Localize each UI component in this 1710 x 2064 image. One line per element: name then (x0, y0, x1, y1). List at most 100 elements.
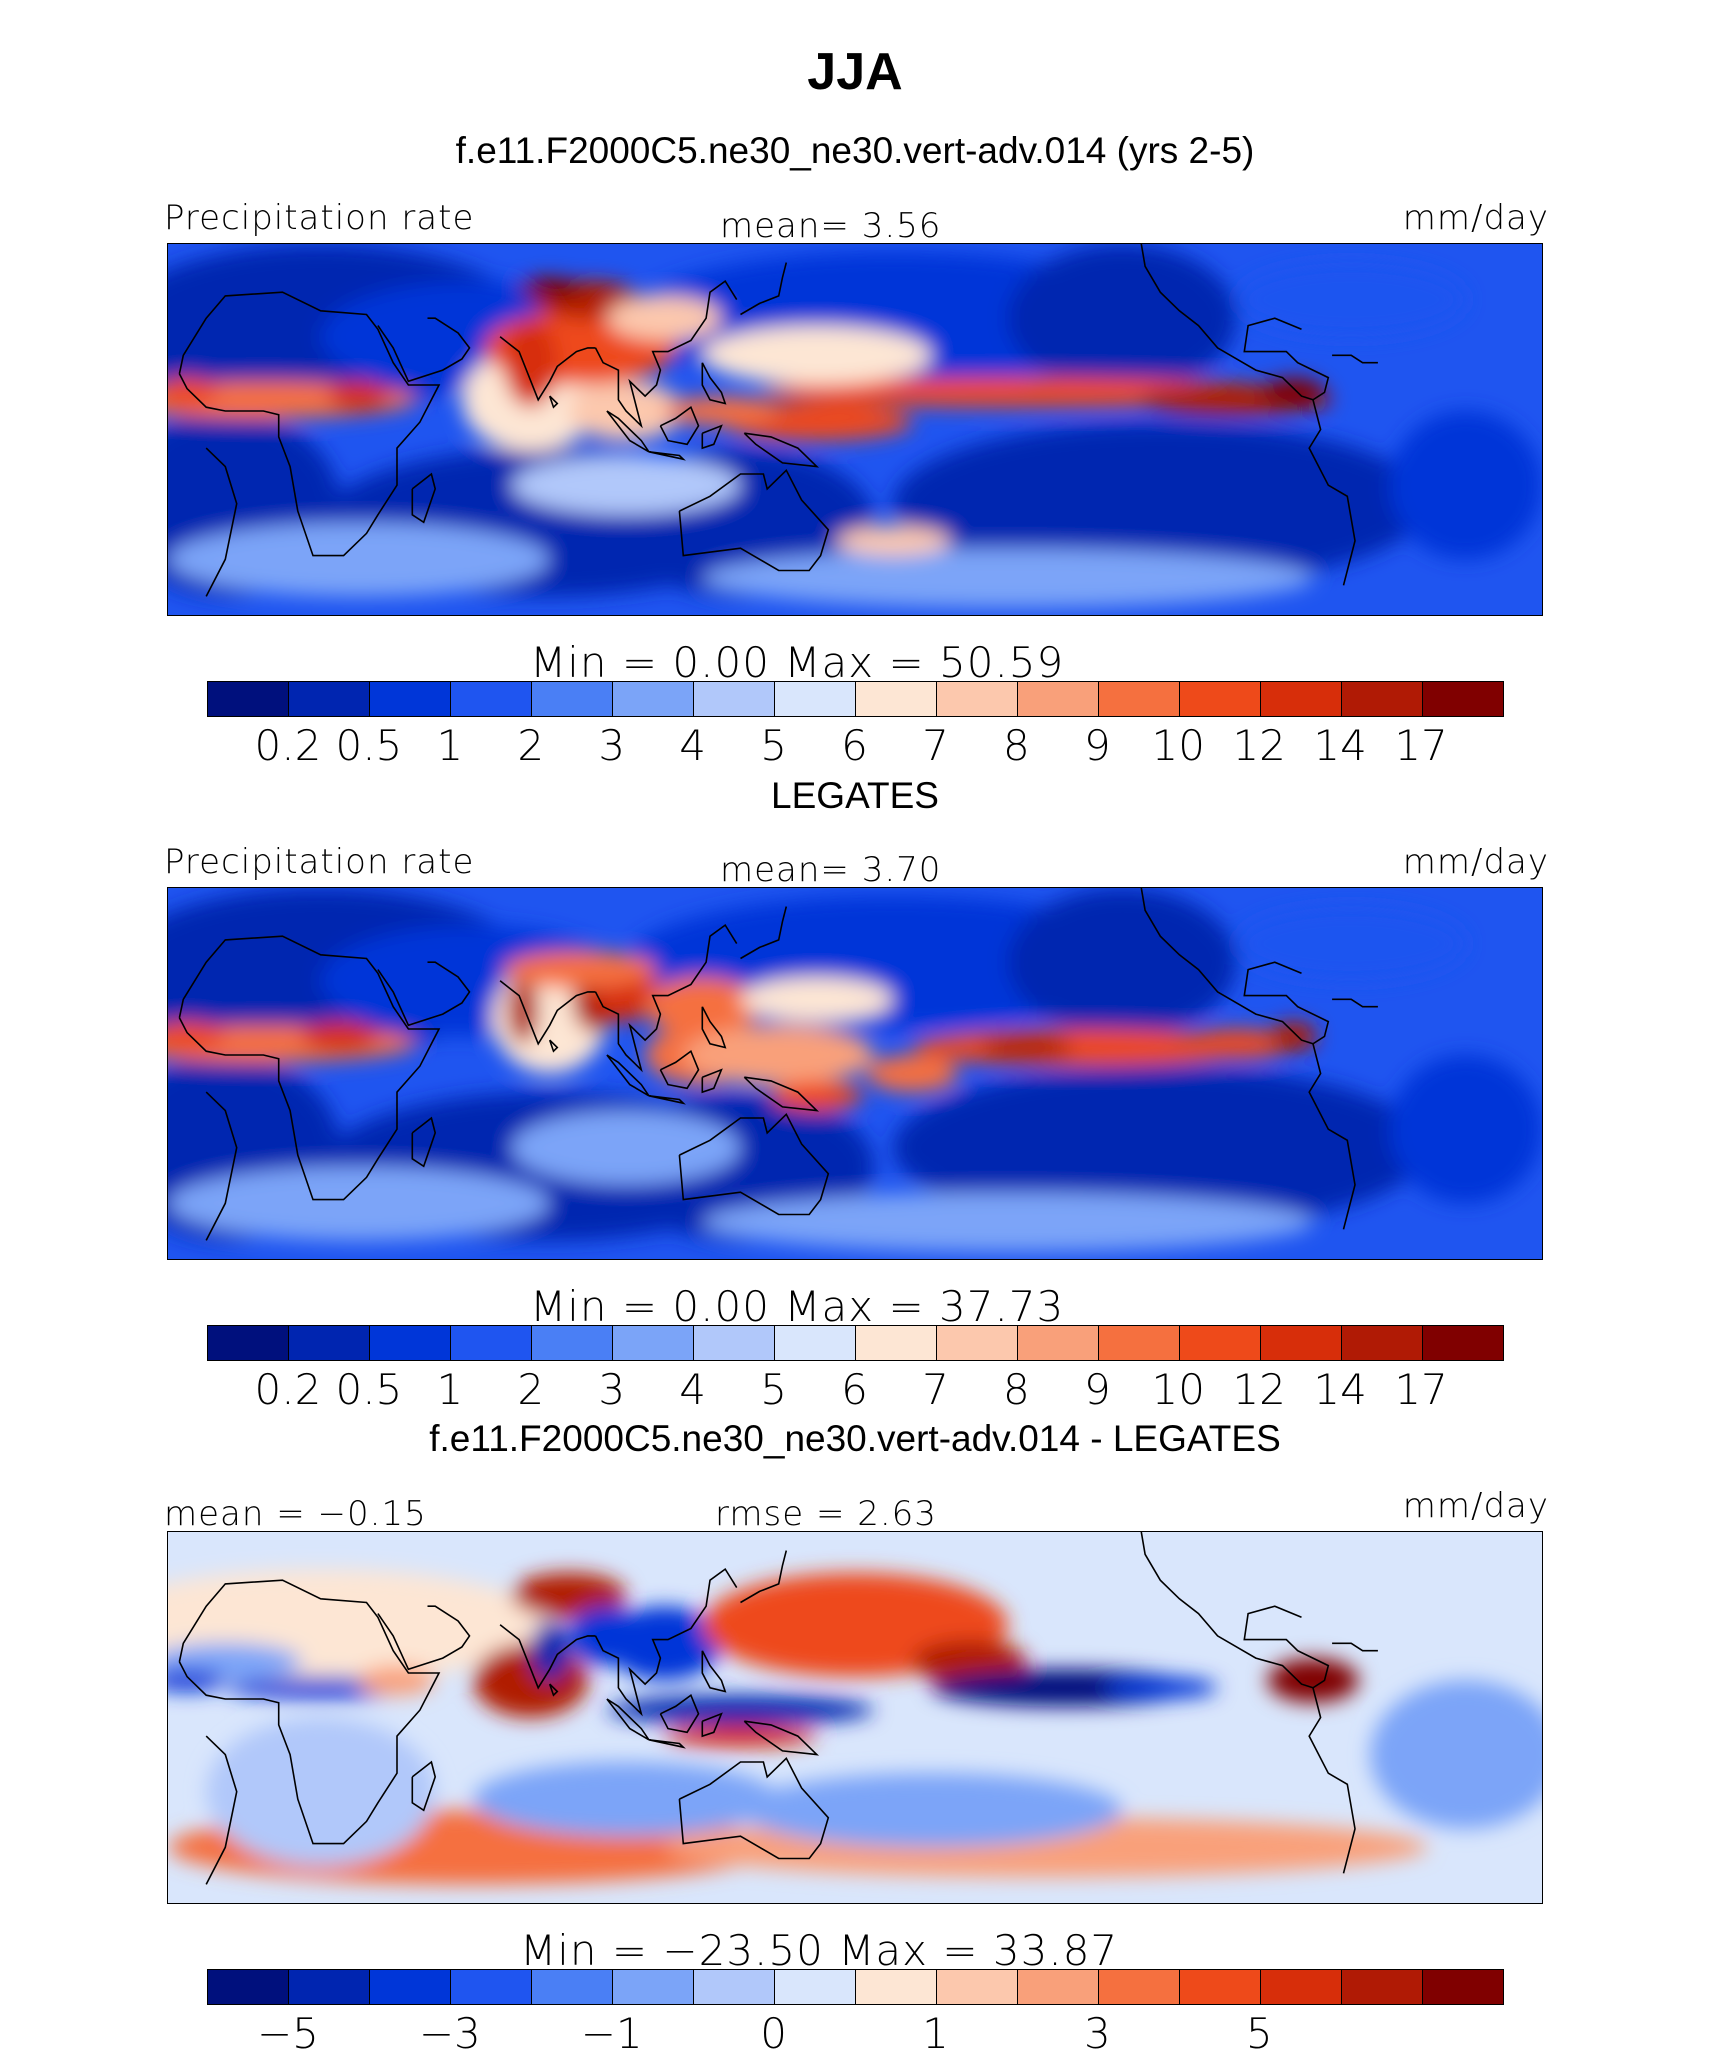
colorbar-swatch (1423, 1970, 1503, 2004)
colorbar-tick-label: −1 (580, 2009, 643, 2058)
field-region (771, 1081, 863, 1111)
colorbar-tick-label: 14 (1313, 1365, 1367, 1414)
map-canvas (168, 888, 1542, 1259)
colorbar-tick-label: 0.2 (254, 1365, 322, 1414)
field-region (358, 1665, 436, 1696)
colorbar-tick-label: 4 (679, 721, 706, 770)
colorbar-swatch (775, 1326, 856, 1360)
colorbar-tick-label: 2 (517, 721, 545, 770)
colorbar-tick-label: 8 (1003, 1365, 1030, 1414)
colorbar-tick-label: 17 (1394, 1365, 1448, 1414)
coastline (1332, 354, 1378, 364)
field-region (503, 318, 558, 408)
coastline (594, 1567, 738, 1717)
field-region (606, 295, 722, 341)
colorbar-swatch (856, 1326, 937, 1360)
colorbar-swatch (1261, 1970, 1342, 2004)
colorbar-swatch (613, 1970, 694, 2004)
colorbar-tick-label: 10 (1151, 1365, 1205, 1414)
field-region (473, 1762, 779, 1837)
coastline (1308, 399, 1356, 586)
coastline (205, 1091, 238, 1241)
field-region (1267, 1658, 1359, 1703)
field-region (507, 977, 539, 1044)
field-region (168, 1669, 226, 1692)
field-region (1271, 1021, 1317, 1052)
field-region (1179, 1029, 1294, 1059)
colorbar-swatch (451, 1970, 532, 2004)
colorbar-swatch (694, 682, 775, 716)
field-region (740, 977, 894, 1022)
colorbar-swatch (370, 1326, 451, 1360)
coastline (648, 1095, 686, 1105)
colorbar-swatch (532, 682, 613, 716)
field-region (511, 1572, 627, 1618)
colorbar-tick-label: 6 (841, 1365, 868, 1414)
field-region (664, 396, 779, 426)
coastline (594, 279, 738, 429)
colorbar-tick-label: 5 (1245, 2009, 1273, 2058)
coastline (178, 1579, 441, 1845)
colorbar-swatch (289, 1970, 370, 2004)
panel3-title: f.e11.F2000C5.ne30_ne30.vert-adv.014 - L… (429, 1418, 1281, 1459)
panel2-map (167, 887, 1543, 1260)
field-region (503, 951, 657, 989)
colorbar-tick-label: 5 (760, 1365, 787, 1414)
coastline (178, 291, 441, 557)
colorbar-tick-label: 6 (841, 721, 868, 770)
panel1-colorbar (207, 681, 1504, 717)
coastline (606, 1698, 650, 1741)
coastline (205, 1735, 238, 1885)
colorbar-swatch (1423, 1326, 1503, 1360)
colorbar-tick-label: 3 (598, 1365, 626, 1414)
coastline (377, 317, 471, 383)
coastline (648, 451, 686, 461)
coastline (1308, 1687, 1356, 1874)
colorbar-swatch (208, 1326, 289, 1360)
coastline (659, 1049, 700, 1090)
colorbar-tick-label: 0 (760, 2009, 787, 2058)
colorbar-tick-label: 17 (1394, 721, 1448, 770)
panel2-variable-label: Precipitation rate (164, 842, 475, 882)
field-region (702, 325, 932, 385)
coastline (606, 410, 650, 453)
field-region (1236, 262, 1466, 337)
coastline (659, 405, 700, 446)
colorbar-swatch (451, 1326, 532, 1360)
coastline (678, 468, 830, 572)
colorbar-swatch (1018, 682, 1099, 716)
coastline (743, 1720, 820, 1756)
field-region (328, 381, 390, 411)
coastline (594, 923, 738, 1073)
field-region (664, 1725, 817, 1748)
colorbar-tick-label: 3 (598, 721, 626, 770)
field-region (168, 1021, 226, 1052)
colorbar-swatch (1018, 1326, 1099, 1360)
figure-title: JJA (807, 43, 903, 101)
colorbar-swatch (613, 1326, 694, 1360)
colorbar-swatch (937, 682, 1018, 716)
panel3-rmse-label: rmse = 2.63 (715, 1494, 937, 1534)
coastline (701, 1006, 727, 1049)
colorbar-tick-label: 12 (1232, 721, 1286, 770)
coastline (1140, 1532, 1330, 1689)
field-region (702, 1192, 1313, 1252)
field-region (866, 1054, 959, 1093)
colorbar-swatch (1342, 682, 1423, 716)
coastline (377, 1605, 471, 1671)
colorbar-swatch (370, 682, 451, 716)
colorbar-tick-label: 0.5 (335, 1365, 403, 1414)
field-region (912, 1028, 1256, 1067)
field-region (835, 526, 951, 556)
colorbar-swatch (856, 1970, 937, 2004)
colorbar-tick-label: 2 (517, 1365, 545, 1414)
panel1-map (167, 243, 1543, 616)
panel3-units-label: mm/day (1402, 1486, 1549, 1526)
coastline (740, 262, 788, 316)
coastline (548, 395, 559, 409)
colorbar-tick-label: 7 (922, 1365, 949, 1414)
coastline (701, 362, 727, 405)
colorbar-swatch (1099, 1326, 1180, 1360)
colorbar-swatch (1180, 1326, 1261, 1360)
field-region (1007, 244, 1237, 393)
